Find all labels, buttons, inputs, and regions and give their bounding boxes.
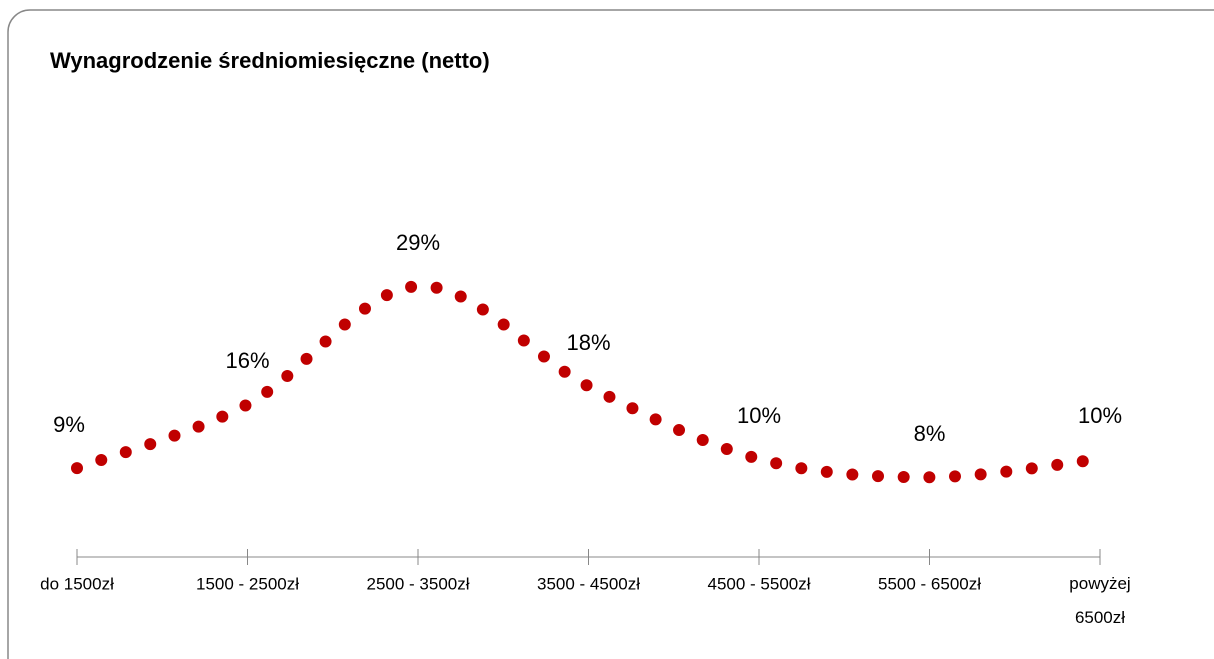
data-label: 16%	[225, 348, 269, 373]
data-label: 10%	[737, 403, 781, 428]
x-tick-label: 5500 - 6500zł	[878, 574, 981, 593]
chart-border	[7, 9, 1214, 659]
x-tick-label: 2500 - 3500zł	[366, 574, 469, 593]
data-line	[71, 280, 1106, 484]
x-tick-label: 3500 - 4500zł	[537, 574, 640, 593]
x-tick-label: do 1500zł	[40, 574, 114, 593]
x-tick-label: 1500 - 2500zł	[196, 574, 299, 593]
data-label: 9%	[53, 412, 85, 437]
data-label: 10%	[1078, 403, 1122, 428]
data-label: 8%	[914, 421, 946, 446]
chart-title: Wynagrodzenie średniomiesięczne (netto)	[50, 48, 490, 73]
x-tick-label: 4500 - 5500zł	[707, 574, 810, 593]
data-label: 18%	[566, 330, 610, 355]
x-tick-label: powyżej 6500zł	[1069, 574, 1130, 627]
data-label: 29%	[396, 230, 440, 255]
